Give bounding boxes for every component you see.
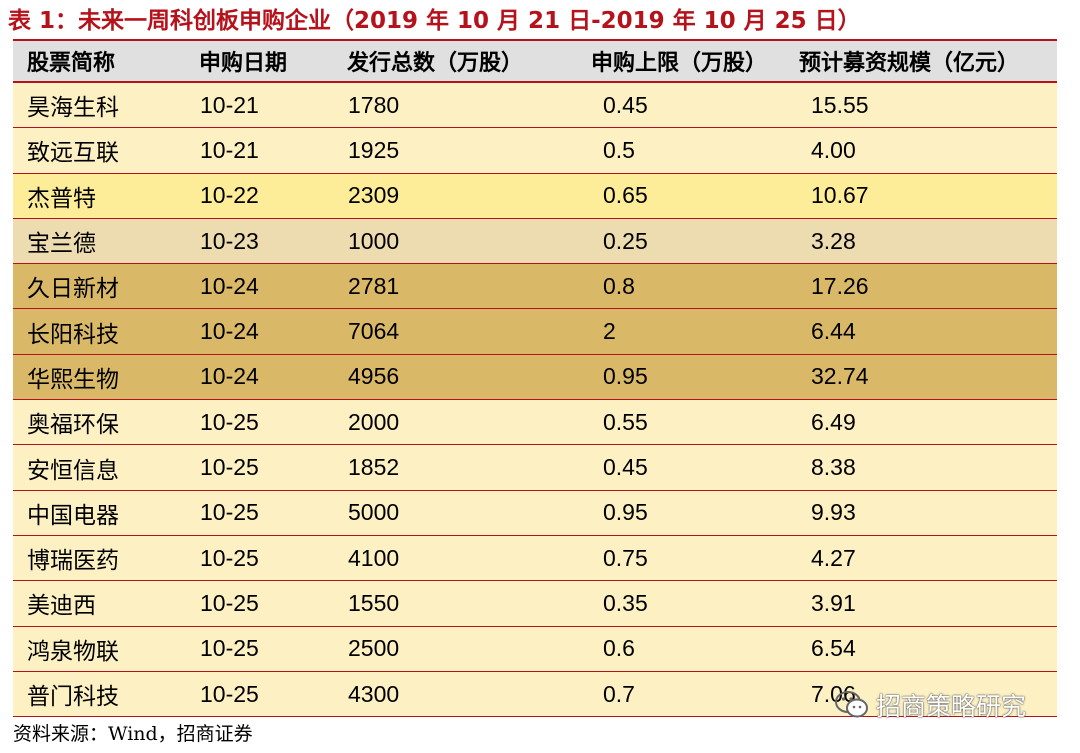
total-cell: 2000 (348, 408, 400, 435)
table-row: 普门科技 10-25 4300 0.7 7.06 (13, 671, 1057, 718)
total-cell: 7064 (348, 318, 400, 345)
limit-cell: 0.45 (603, 454, 648, 481)
date-cell: 10-25 (200, 408, 259, 435)
total-cell: 2500 (348, 635, 400, 662)
table-row: 美迪西 10-25 1550 0.35 3.91 (13, 581, 1057, 627)
total-cell: 1852 (348, 454, 400, 481)
limit-cell: 0.6 (603, 635, 635, 662)
stock-name-cell: 奥福环保 (27, 412, 119, 439)
table-title: 表 1：未来一周科创板申购企业（2019 年 10 月 21 日-2019 年 … (8, 8, 861, 34)
date-cell: 10-25 (200, 544, 259, 571)
date-cell: 10-25 (200, 499, 259, 526)
stock-name-cell: 昊海生科 (27, 95, 119, 122)
funds-cell: 6.49 (811, 408, 856, 435)
date-cell: 10-23 (200, 227, 259, 254)
date-cell: 10-24 (200, 272, 259, 299)
table-row: 华熙生物 10-24 4956 0.95 32.74 (13, 354, 1057, 401)
total-cell: 2309 (348, 182, 400, 209)
funds-cell: 3.28 (811, 227, 856, 254)
stock-name-cell: 美迪西 (27, 593, 96, 620)
date-cell: 10-24 (200, 363, 259, 390)
date-cell: 10-25 (200, 589, 259, 616)
funds-cell: 17.26 (811, 272, 869, 299)
stock-name-cell: 宝兰德 (27, 231, 96, 258)
funds-cell: 4.00 (811, 136, 856, 163)
watermark-text: 招商策略研究 (876, 692, 1027, 721)
date-cell: 10-25 (200, 680, 259, 707)
source-note: 资料来源：Wind，招商证券 (13, 723, 253, 745)
limit-cell: 0.5 (603, 136, 635, 163)
table-row: 宝兰德 10-23 1000 0.25 3.28 (13, 218, 1057, 265)
wechat-icon (835, 691, 868, 718)
limit-cell: 0.55 (603, 408, 648, 435)
header-stock-name: 股票简称 (27, 51, 116, 76)
limit-cell: 0.75 (603, 544, 648, 571)
header-total-shares: 发行总数（万股） (347, 51, 524, 76)
header-subscription-date: 申购日期 (199, 51, 288, 76)
table-row: 奥福环保 10-25 2000 0.55 6.49 (13, 400, 1057, 446)
total-cell: 4956 (348, 363, 400, 390)
funds-cell: 6.54 (811, 635, 856, 662)
table-row: 鸿泉物联 10-25 2500 0.6 6.54 (13, 626, 1057, 672)
date-cell: 10-21 (200, 91, 259, 118)
date-cell: 10-21 (200, 136, 259, 163)
funds-cell: 15.55 (811, 91, 869, 118)
table-row: 久日新材 10-24 2781 0.8 17.26 (13, 264, 1057, 310)
funds-cell: 8.38 (811, 454, 856, 481)
funds-cell: 10.67 (811, 182, 869, 209)
limit-cell: 0.45 (603, 91, 648, 118)
funds-cell: 9.93 (811, 499, 856, 526)
table-row: 杰普特 10-22 2309 0.65 10.67 (13, 173, 1057, 219)
date-cell: 10-25 (200, 635, 259, 662)
table-row: 中国电器 10-25 5000 0.95 9.93 (13, 490, 1057, 536)
total-cell: 1550 (348, 589, 400, 616)
funds-cell: 6.44 (811, 318, 856, 345)
table-header-row: 股票简称 申购日期 发行总数（万股） 申购上限（万股） 预计募资规模（亿元） (13, 41, 1057, 83)
title-divider (13, 39, 1057, 41)
table-row: 博瑞医药 10-25 4100 0.75 4.27 (13, 535, 1057, 582)
date-cell: 10-22 (200, 182, 259, 209)
total-cell: 1780 (348, 91, 400, 118)
date-cell: 10-25 (200, 454, 259, 481)
header-expected-funds: 预计募资规模（亿元） (799, 51, 1020, 76)
ipo-table: 股票简称 申购日期 发行总数（万股） 申购上限（万股） 预计募资规模（亿元） 昊… (13, 41, 1057, 718)
limit-cell: 0.35 (603, 589, 648, 616)
date-cell: 10-24 (200, 318, 259, 345)
funds-cell: 32.74 (811, 363, 869, 390)
limit-cell: 0.95 (603, 363, 648, 390)
table-row: 长阳科技 10-24 7064 2 6.44 (13, 309, 1057, 355)
limit-cell: 0.25 (603, 227, 648, 254)
total-cell: 5000 (348, 499, 400, 526)
total-cell: 4300 (348, 680, 400, 707)
header-subscription-limit: 申购上限（万股） (591, 51, 768, 76)
stock-name-cell: 华熙生物 (27, 366, 119, 393)
stock-name-cell: 杰普特 (27, 185, 96, 212)
stock-name-cell: 中国电器 (27, 502, 119, 529)
limit-cell: 0.95 (603, 499, 648, 526)
funds-cell: 3.91 (811, 589, 856, 616)
limit-cell: 2 (603, 318, 616, 345)
limit-cell: 0.65 (603, 182, 648, 209)
watermark: 招商策略研究 (834, 688, 1026, 722)
total-cell: 2781 (348, 272, 400, 299)
table-row: 安恒信息 10-25 1852 0.45 8.38 (13, 445, 1057, 491)
table-row: 致远互联 10-21 1925 0.5 4.00 (13, 128, 1057, 174)
stock-name-cell: 普门科技 (27, 684, 119, 710)
funds-cell: 4.27 (811, 544, 856, 571)
total-cell: 4100 (348, 544, 400, 571)
total-cell: 1925 (348, 136, 400, 163)
stock-name-cell: 长阳科技 (27, 321, 119, 348)
table-row: 昊海生科 10-21 1780 0.45 15.55 (13, 83, 1057, 129)
stock-name-cell: 博瑞医药 (27, 548, 119, 575)
stock-name-cell: 鸿泉物联 (27, 638, 119, 665)
total-cell: 1000 (348, 227, 400, 254)
limit-cell: 0.7 (603, 680, 635, 707)
stock-name-cell: 安恒信息 (27, 457, 119, 484)
stock-name-cell: 致远互联 (27, 140, 119, 167)
limit-cell: 0.8 (603, 272, 635, 299)
stock-name-cell: 久日新材 (27, 276, 119, 303)
